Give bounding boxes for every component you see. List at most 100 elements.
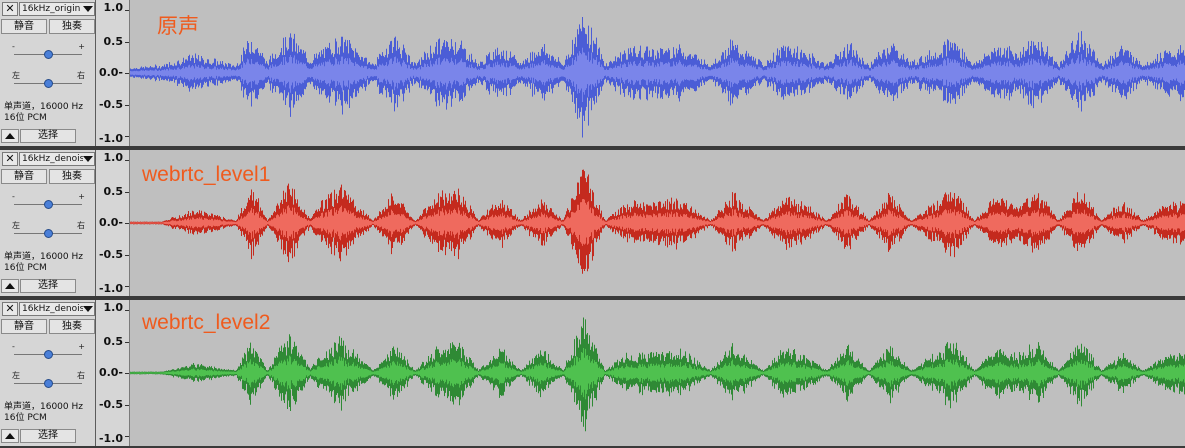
solo-button[interactable]: 独奏 [49,19,95,34]
track-overlay-title: 原声 [157,15,199,38]
gain-plus-label: + [78,342,85,351]
track-name-menu[interactable]: 16kHz_origin [19,2,95,16]
solo-button[interactable]: 独奏 [49,319,95,334]
waveform-area[interactable] [130,0,1185,146]
track-2[interactable]: ✕ 16kHz_denois 静音 独奏 - + 左 右 单声道，16000 H… [0,150,1185,296]
close-track-button[interactable]: ✕ [2,152,18,166]
waveform-area[interactable] [130,150,1185,296]
track-format-info: 单声道，16000 Hz [4,252,83,262]
pan-right-label: 右 [77,371,85,380]
ruler-tick-mark [125,160,129,161]
select-button[interactable]: 选择 [20,279,76,293]
gain-slider-knob[interactable] [44,50,53,59]
gain-slider[interactable]: - + [0,342,96,362]
gain-slider[interactable]: - + [0,192,96,212]
mute-button[interactable]: 静音 [1,19,47,34]
track-control-panel: ✕ 16kHz_denois 静音 独奏 - + 左 右 单声道，16000 H… [0,150,96,296]
pan-slider-knob[interactable] [44,79,53,88]
ruler-tick-mark [125,41,129,43]
dropdown-arrow-icon [83,156,93,162]
ruler-tick-label: -0.5 [98,97,123,111]
ruler-tick-label: 0.5 [103,34,124,48]
ruler-tick-label: 0.5 [103,334,124,348]
waveform-area[interactable] [130,300,1185,446]
ruler-tick-label: 1.0 [103,1,124,14]
track-bitdepth-info: 16位 PCM [4,113,47,123]
ruler-tick-label: 0.0- [98,366,123,379]
ruler-tick-mark [125,191,129,193]
pan-left-label: 左 [12,371,20,380]
ruler-tick-label: -1.0 [98,432,123,445]
pan-slider[interactable]: 左 右 [0,71,96,91]
ruler-tick-label: -0.5 [98,247,123,261]
track-control-panel: ✕ 16kHz_denois 静音 独奏 - + 左 右 单声道，16000 H… [0,300,96,446]
gain-slider-knob[interactable] [44,200,53,209]
waveform-rms [130,348,1185,400]
waveform-svg [130,317,1185,432]
ruler-tick-mark [125,10,129,11]
pan-slider-knob[interactable] [44,379,53,388]
track-name-menu[interactable]: 16kHz_denois [19,152,95,166]
ruler-tick-mark [125,373,129,374]
ruler-tick-mark [125,223,129,224]
pan-left-label: 左 [12,221,20,230]
mute-button[interactable]: 静音 [1,169,47,184]
waveform-rms [130,198,1185,246]
amplitude-ruler: 1.0 0.5 0.0- -0.5 -1.0 [96,300,130,446]
amplitude-ruler: 1.0 0.5 0.0- -0.5 -1.0 [96,0,130,146]
track-3[interactable]: ✕ 16kHz_denois 静音 独奏 - + 左 右 单声道，16000 H… [0,300,1185,446]
mute-button[interactable]: 静音 [1,319,47,334]
gain-plus-label: + [78,192,85,201]
select-button[interactable]: 选择 [20,429,76,443]
waveform-rms [130,47,1185,103]
pan-right-label: 右 [77,71,85,80]
gain-plus-label: + [78,42,85,51]
close-track-button[interactable]: ✕ [2,2,18,16]
dropdown-arrow-icon [83,306,93,312]
waveform-svg [130,16,1185,138]
select-button[interactable]: 选择 [20,129,76,143]
gain-slider[interactable]: - + [0,42,96,62]
collapse-track-icon[interactable] [1,429,19,443]
ruler-tick-mark [125,104,129,106]
ruler-tick-label: 0.5 [103,184,124,198]
track-control-panel: ✕ 16kHz_origin 静音 独奏 - + 左 右 单声道，16000 H… [0,0,96,146]
dropdown-arrow-icon [83,6,93,12]
ruler-tick-mark [125,136,129,137]
ruler-tick-mark [125,254,129,256]
ruler-tick-label: 0.0- [98,216,123,229]
collapse-track-icon[interactable] [1,129,19,143]
gain-slider-knob[interactable] [44,350,53,359]
track-1[interactable]: ✕ 16kHz_origin 静音 独奏 - + 左 右 单声道，16000 H… [0,0,1185,146]
track-format-info: 单声道，16000 Hz [4,102,83,112]
ruler-tick-mark [125,286,129,287]
ruler-tick-mark [125,310,129,311]
ruler-tick-mark [125,404,129,406]
solo-button[interactable]: 独奏 [49,169,95,184]
ruler-tick-mark [125,73,129,74]
track-bitdepth-info: 16位 PCM [4,413,47,423]
ruler-tick-label: -1.0 [98,282,123,295]
pan-left-label: 左 [12,71,20,80]
track-name-label: 16kHz_origin [22,4,81,14]
pan-slider-knob[interactable] [44,229,53,238]
ruler-tick-mark [125,436,129,437]
pan-slider[interactable]: 左 右 [0,221,96,241]
track-name-label: 16kHz_denois [22,304,84,314]
track-format-info: 单声道，16000 Hz [4,402,83,412]
amplitude-ruler: 1.0 0.5 0.0- -0.5 -1.0 [96,150,130,296]
ruler-tick-label: 1.0 [103,301,124,314]
ruler-tick-label: -0.5 [98,397,123,411]
collapse-track-icon[interactable] [1,279,19,293]
track-bitdepth-info: 16位 PCM [4,263,47,273]
ruler-tick-label: 0.0- [98,66,123,79]
pan-slider[interactable]: 左 右 [0,371,96,391]
track-overlay-title: webrtc_level2 [142,311,271,334]
track-name-menu[interactable]: 16kHz_denois [19,302,95,316]
gain-minus-label: - [12,342,15,351]
ruler-tick-label: -1.0 [98,132,123,145]
close-track-button[interactable]: ✕ [2,302,18,316]
ruler-tick-label: 1.0 [103,151,124,164]
waveform-svg [130,169,1185,274]
track-overlay-title: webrtc_level1 [142,163,271,186]
